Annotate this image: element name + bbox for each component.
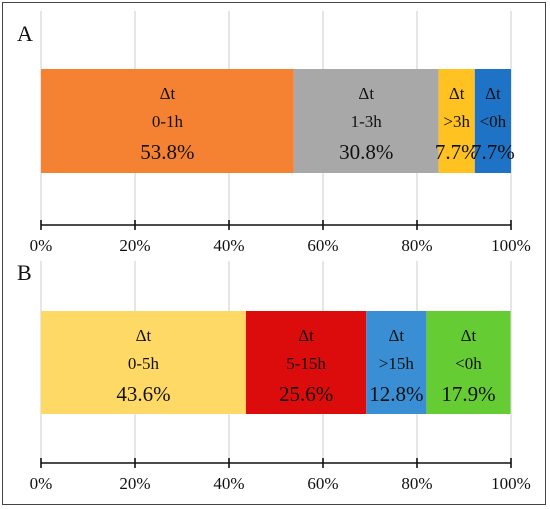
segment-range-label: <0h [480, 112, 507, 131]
segment-range-label: 1-3h [351, 112, 383, 131]
segment-value-label: 17.9% [441, 382, 495, 406]
segment-range-label: 0-5h [128, 354, 160, 373]
x-tick-label: 20% [119, 474, 150, 493]
panel-label: A [17, 21, 33, 46]
bar-segment [41, 311, 246, 414]
panel-a: AΔt0-1h53.8%Δt1-3h30.8%Δt>3h7.7%Δt<0h7.7… [17, 11, 531, 255]
x-tick-label: 60% [307, 236, 338, 255]
segment-value-label: 43.6% [116, 382, 170, 406]
x-tick-label: 40% [213, 236, 244, 255]
segment-series-label: Δt [449, 84, 465, 103]
x-tick-label: 80% [401, 236, 432, 255]
bar-segment [366, 311, 427, 414]
bar-segment [293, 69, 439, 173]
segment-value-label: 7.7% [471, 140, 515, 164]
segment-range-label: 5-15h [286, 354, 326, 373]
bar-segment [41, 69, 294, 173]
segment-range-label: 0-1h [152, 112, 184, 131]
bar-segment [245, 311, 367, 414]
figure-frame: A Δt 0-1h 53.8% Δt 1-3h 30.8% Δt >3h 7.7% Δt <0h 7.7… [2, 2, 546, 505]
x-tick-label: 20% [119, 236, 150, 255]
panel-label: B [17, 260, 32, 285]
x-tick-label: 0% [30, 474, 53, 493]
x-tick-label: 60% [307, 474, 338, 493]
stacked-bar-figure: AΔt0-1h53.8%Δt1-3h30.8%Δt>3h7.7%Δt<0h7.7… [17, 11, 531, 493]
segment-range-label: >15h [379, 354, 415, 373]
segment-series-label: Δt [485, 84, 501, 103]
segment-value-label: 12.8% [369, 382, 423, 406]
x-tick-label: 80% [401, 474, 432, 493]
segment-range-label: <0h [455, 354, 482, 373]
segment-value-label: 25.6% [279, 382, 333, 406]
segment-value-label: 53.8% [140, 140, 194, 164]
bar-segment [438, 69, 475, 173]
segment-series-label: Δt [136, 326, 152, 345]
segment-series-label: Δt [358, 84, 374, 103]
bar-segment [426, 311, 511, 414]
x-tick-label: 100% [491, 236, 531, 255]
segment-value-label: 7.7% [435, 140, 479, 164]
x-tick-label: 0% [30, 236, 53, 255]
x-tick-label: 100% [491, 474, 531, 493]
x-tick-label: 40% [213, 474, 244, 493]
segment-range-label: >3h [443, 112, 470, 131]
segment-series-label: Δt [298, 326, 314, 345]
segment-series-label: Δt [388, 326, 404, 345]
bar-segment [474, 69, 511, 173]
segment-value-label: 30.8% [339, 140, 393, 164]
segment-series-label: Δt [461, 326, 477, 345]
panel-b: B Δt 0-5h 43.6% Δt 5-15h 25.6% Δt >15h 12.8% Δt <0h… [17, 260, 531, 493]
segment-series-label: Δt [160, 84, 176, 103]
